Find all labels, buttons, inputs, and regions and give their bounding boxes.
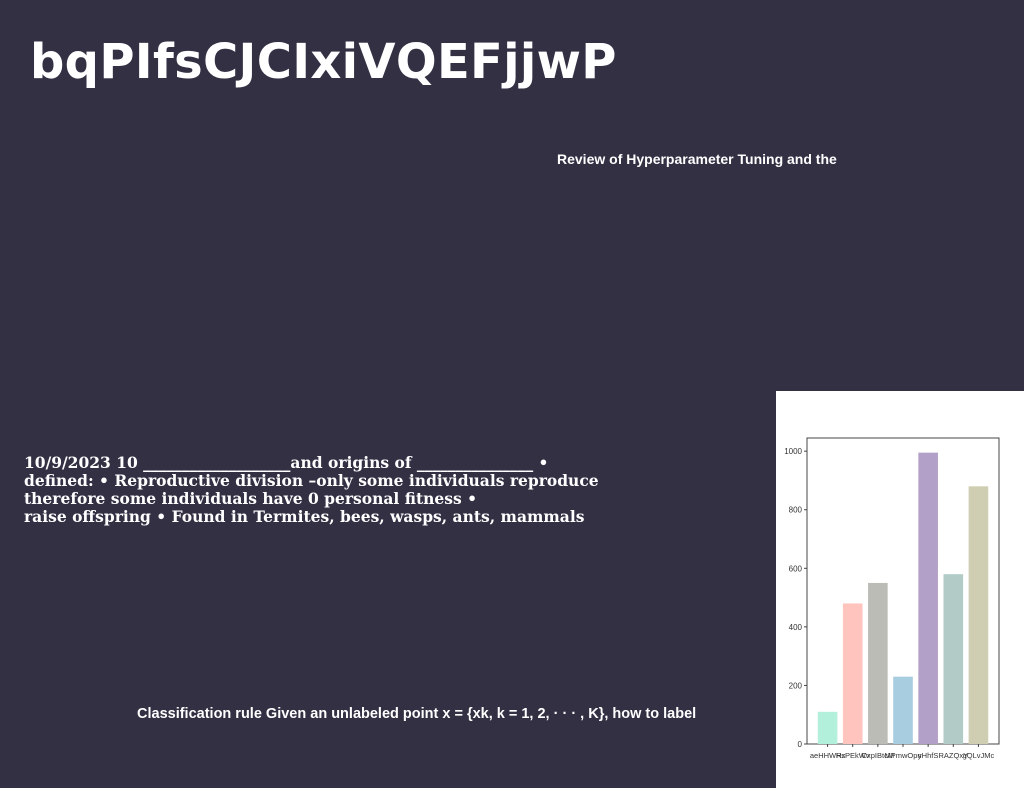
y-tick-label: 800 <box>789 506 803 515</box>
y-tick-label: 400 <box>789 623 803 632</box>
y-tick-label: 600 <box>789 564 803 573</box>
x-tick-label: MPmwOpn <box>884 751 921 760</box>
bar <box>842 603 863 744</box>
body-line: defined: • Reproductive division –only s… <box>24 471 599 490</box>
body-line: raise offspring • Found in Termites, bee… <box>24 507 585 526</box>
y-tick-label: 0 <box>798 740 803 749</box>
body-text: 10/9/2023 10 ___________________and orig… <box>24 454 644 526</box>
bar <box>868 582 888 744</box>
x-tick-label: gQLvJMc <box>963 751 995 760</box>
x-tick-label: yHhfS <box>918 751 938 760</box>
bar-chart-panel: 0 200 400 600 800 1000 aeHHWRz HsPEkWv CxpIBtcM M… <box>776 391 1024 788</box>
x-tick-label: HsPEkWv <box>836 751 870 760</box>
x-tick-label: aeHHWRz <box>810 751 846 760</box>
body-line: therefore some individuals have 0 person… <box>24 489 478 508</box>
bar-chart: 0 200 400 600 800 1000 aeHHWRzHsPEkWvCxpIBtcMM… <box>784 437 1000 760</box>
slide-subtitle: Review of Hyperparameter Tuning and the <box>557 151 837 167</box>
bar <box>968 486 989 744</box>
caption-text: Classification rule Given an unlabeled p… <box>137 706 697 722</box>
bar <box>817 711 838 744</box>
y-tick-label: 200 <box>789 681 803 690</box>
bar <box>893 676 913 744</box>
y-tick-label: 1000 <box>784 447 802 456</box>
x-tick-label: RAZQxY <box>938 751 968 760</box>
x-tick-label: CxpIBtcM <box>862 751 895 760</box>
slide-title: bqPIfsCJCIxiVQEFjjwP <box>30 34 617 90</box>
bar <box>918 452 938 744</box>
body-line: 10/9/2023 10 ___________________and orig… <box>24 453 549 472</box>
bar <box>943 574 964 744</box>
